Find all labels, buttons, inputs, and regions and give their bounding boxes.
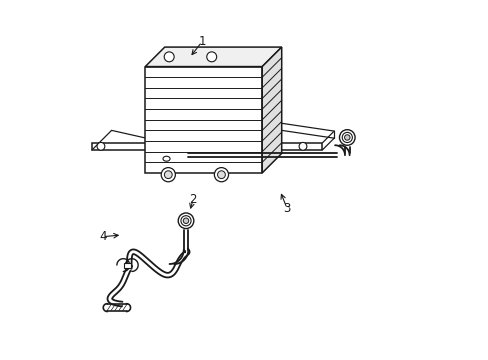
Circle shape: [164, 171, 172, 179]
Text: 4: 4: [99, 230, 106, 243]
Circle shape: [214, 168, 228, 182]
Circle shape: [181, 216, 191, 226]
Text: 1: 1: [198, 35, 205, 48]
Bar: [124, 262, 130, 267]
Circle shape: [339, 130, 354, 145]
Circle shape: [217, 171, 225, 179]
Circle shape: [178, 213, 193, 229]
Text: 3: 3: [283, 202, 290, 215]
Circle shape: [206, 52, 216, 62]
Ellipse shape: [163, 156, 170, 161]
Circle shape: [344, 135, 349, 140]
Bar: [92, 143, 147, 150]
Circle shape: [342, 132, 352, 143]
Circle shape: [161, 168, 175, 182]
Circle shape: [299, 143, 306, 150]
Bar: [145, 67, 262, 173]
Text: 2: 2: [189, 193, 197, 206]
Bar: [260, 143, 322, 150]
Circle shape: [164, 52, 174, 62]
Polygon shape: [145, 47, 281, 67]
Polygon shape: [262, 47, 281, 173]
Circle shape: [183, 218, 188, 224]
Circle shape: [97, 143, 104, 150]
